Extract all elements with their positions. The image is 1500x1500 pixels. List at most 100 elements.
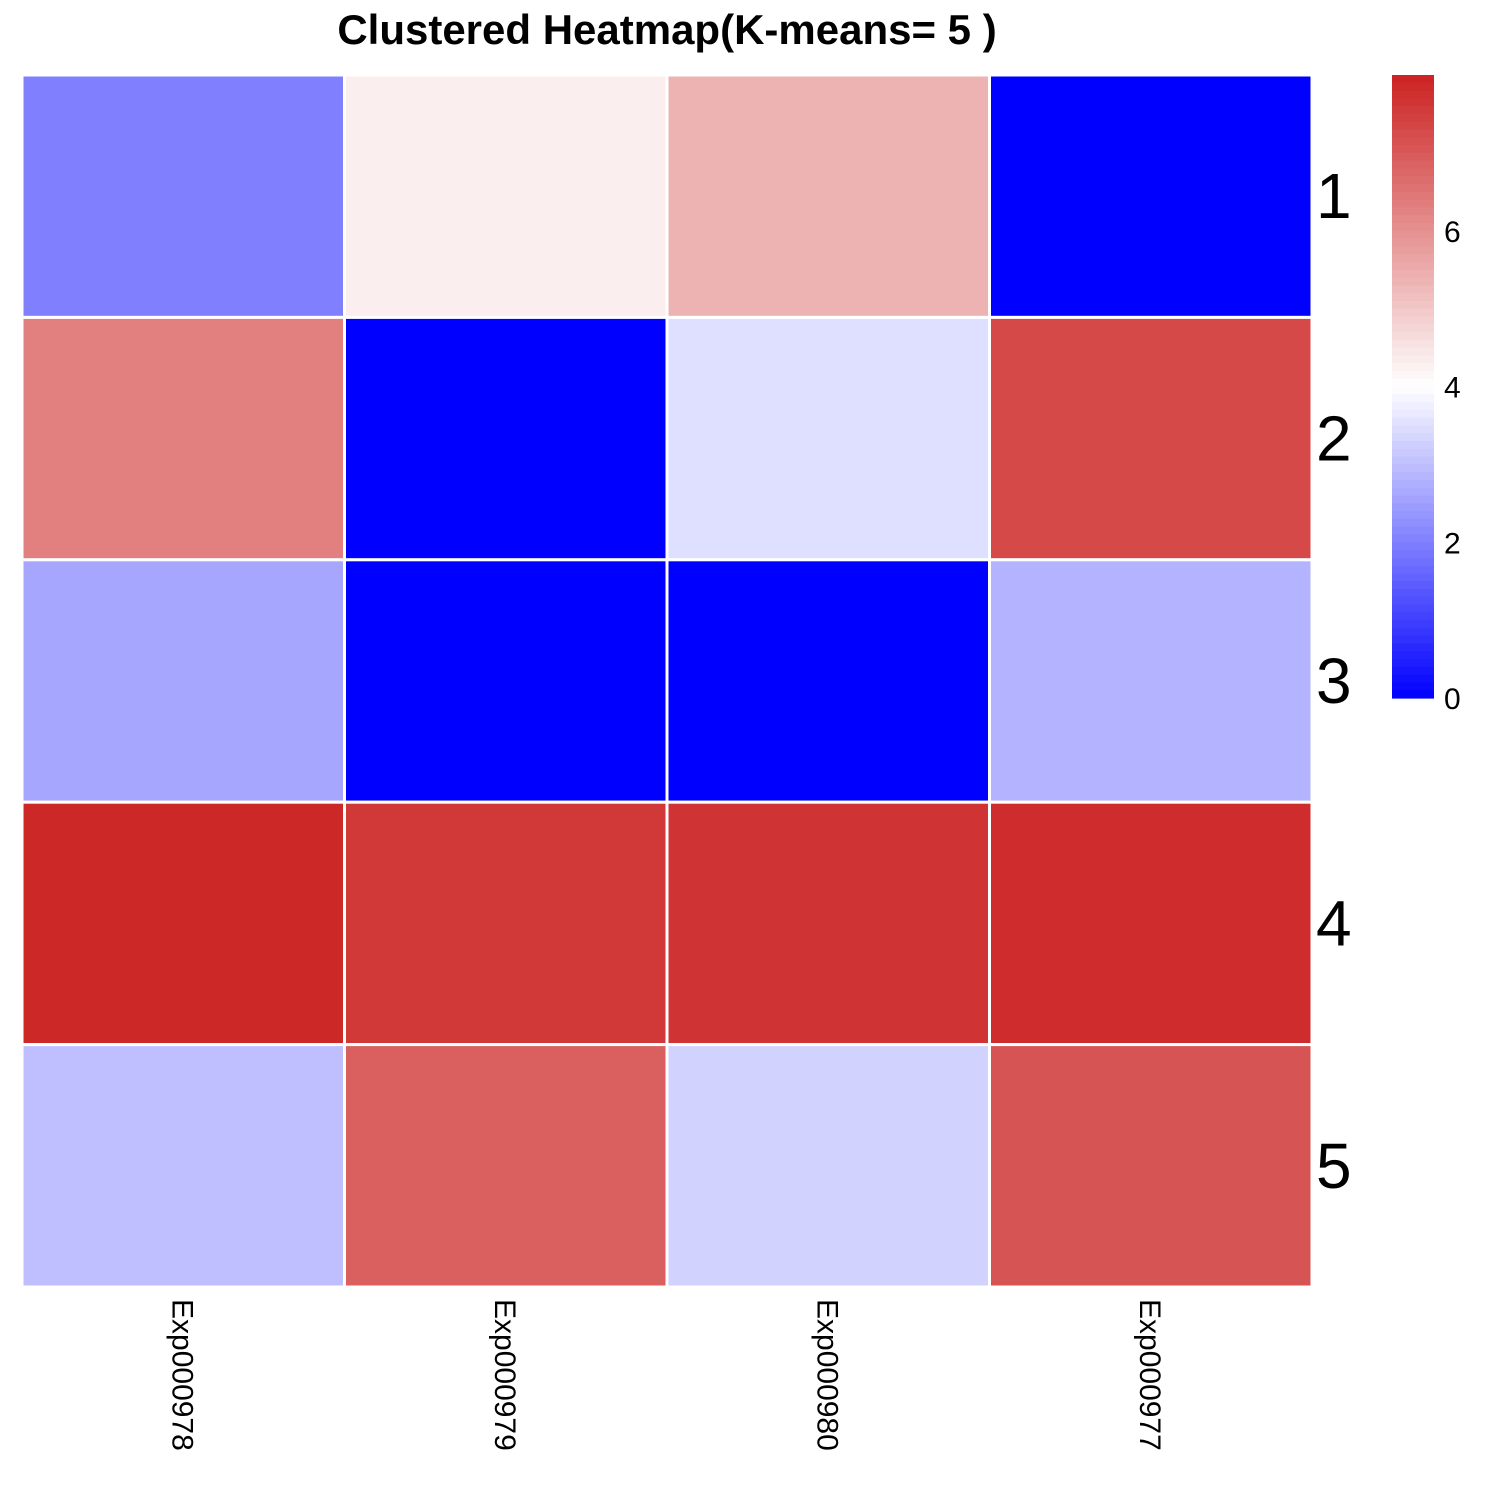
legend-gradient-step [1392,82,1434,92]
heatmap-cell-r4-c3 [665,800,991,1047]
legend-gradient-step [1392,113,1434,123]
legend-gradient-step [1392,682,1434,691]
legend-gradient-step [1392,464,1434,473]
heatmap-cell-r4-c2 [343,800,669,1047]
legend-gradient-step [1392,581,1434,590]
legend-gradient-step [1392,472,1434,481]
legend-gradient-step [1392,620,1434,629]
legend-gradient-step [1392,261,1434,271]
legend-gradient-step [1392,565,1434,574]
legend-gradient-step [1392,487,1434,497]
column-label-3: Exp000980 [810,1299,843,1451]
legend-tick-label: 6 [1444,216,1461,249]
chart-title: Clustered Heatmap(K-means= 5 ) [337,6,996,53]
legend-gradient-step [1392,409,1434,419]
legend-gradient-step [1392,674,1434,684]
legend-gradient-step [1392,277,1434,286]
legend-gradient-step [1392,207,1434,216]
heatmap-cell-r2-c3 [665,315,991,562]
legend-gradient-step [1392,106,1434,115]
heatmap-cell-r3-c1 [20,558,346,804]
legend-gradient-step [1392,199,1434,208]
legend-gradient-step [1392,254,1434,263]
legend-gradient-step [1392,433,1434,442]
legend-gradient-step [1392,215,1434,224]
legend-gradient-step [1392,137,1434,146]
heatmap-cell-r3-c2 [343,558,669,804]
legend-gradient-step [1392,222,1434,232]
column-labels: Exp000978 Exp000979 Exp000980 Exp000977 [165,1299,1166,1451]
legend-gradient-step [1392,324,1434,333]
legend-gradient-step [1392,145,1434,154]
column-label-4: Exp000977 [1133,1299,1166,1451]
legend-gradient-step [1392,456,1434,465]
heatmap-cell-r3-c4 [988,558,1314,804]
heatmap-cell-r1-c3 [665,73,991,319]
legend-gradient-step [1392,612,1434,621]
legend-gradient-step [1392,98,1434,107]
legend-gradient-step [1392,246,1434,255]
legend-gradient-step [1392,518,1434,528]
legend-gradient-step [1392,386,1434,395]
heatmap-cell-r2-c1 [20,315,346,562]
legend-gradient-step [1392,184,1434,193]
legend-gradient-step [1392,627,1434,637]
legend-gradient-step [1392,269,1434,279]
heatmap-cell-r5-c3 [665,1043,991,1289]
legend-gradient-step [1392,659,1434,668]
heatmap-cell-r5-c4 [988,1043,1314,1289]
legend-gradient-step [1392,511,1434,520]
legend-gradient-step [1392,347,1434,356]
row-label-5: 5 [1316,1130,1352,1202]
legend-gradient-step [1392,526,1434,536]
color-legend: 0 2 4 6 [1392,75,1461,716]
legend-gradient-step [1392,635,1434,645]
legend-gradient-step [1392,300,1434,310]
legend-gradient-step [1392,238,1434,247]
legend-gradient-step [1392,596,1434,606]
legend-gradient-step [1392,339,1434,349]
legend-gradient-step [1392,666,1434,676]
legend-gradient-step [1392,316,1434,325]
row-label-2: 2 [1316,403,1352,475]
legend-gradient-step [1392,448,1434,458]
row-label-3: 3 [1316,645,1352,717]
legend-gradient-step [1392,651,1434,660]
heatmap-cell-r4-c4 [988,800,1314,1047]
column-label-1: Exp000978 [165,1299,198,1451]
legend-gradient-step [1392,230,1434,240]
legend-gradient-step [1392,152,1434,162]
legend-gradient-step [1392,534,1434,543]
legend-gradient-step [1392,308,1434,318]
legend-tick-label: 0 [1444,683,1461,716]
heatmap-cell-r2-c4 [988,315,1314,562]
heatmap-cell-r1-c4 [988,73,1314,319]
legend-gradient-step [1392,176,1434,185]
legend-tick-label: 2 [1444,527,1461,560]
legend-gradient-step [1392,75,1434,84]
legend-gradient-step [1392,479,1434,489]
legend-gradient-step [1392,417,1434,427]
legend-gradient-step [1392,160,1434,170]
legend-gradient-step [1392,643,1434,652]
heatmap-cells [20,73,1314,1289]
legend-tick-label: 4 [1444,372,1461,405]
heatmap-cell-r5-c2 [343,1043,669,1289]
legend-gradient-step [1392,370,1434,380]
heatmap-cell-r4-c1 [20,800,346,1047]
heatmap-cell-r1-c2 [343,73,669,319]
heatmap-cell-r5-c1 [20,1043,346,1289]
legend-gradient-step [1392,90,1434,99]
legend-gradient-step [1392,285,1434,294]
legend-gradient-step [1392,129,1434,138]
legend-gradient-step [1392,441,1434,450]
legend-gradient-step [1392,690,1434,699]
row-labels: 1 2 3 4 5 [1316,160,1352,1202]
legend-gradient-step [1392,542,1434,551]
legend-gradient-step [1392,293,1434,302]
legend-gradient-step [1392,191,1434,201]
legend-gradient-step [1392,363,1434,372]
column-label-2: Exp000979 [488,1299,521,1451]
legend-gradient-step [1392,331,1434,341]
